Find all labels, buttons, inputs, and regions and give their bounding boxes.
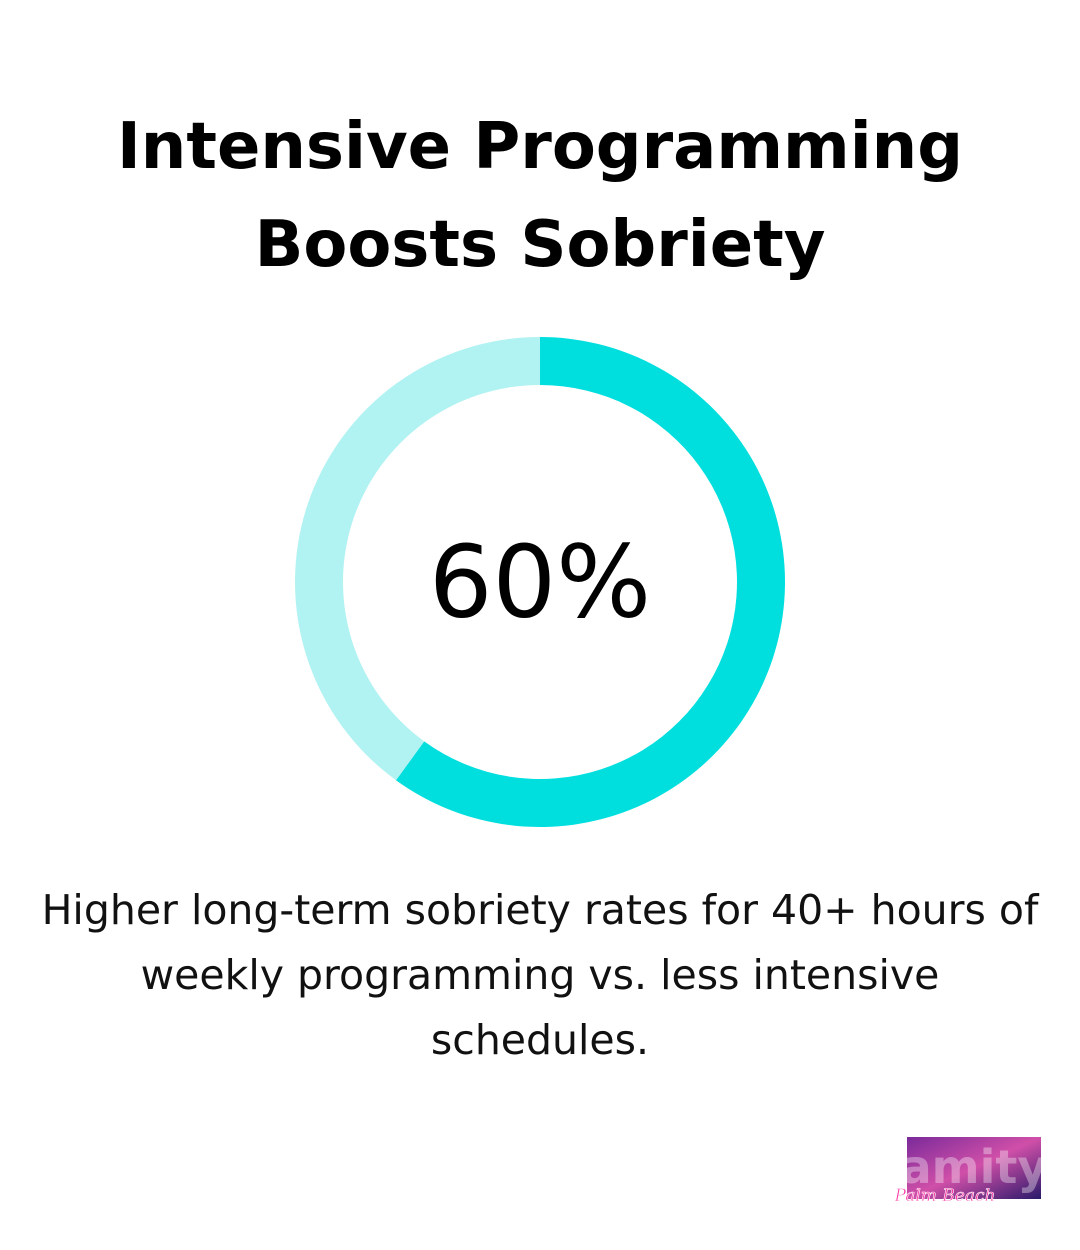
center-label: 60% [429,524,651,641]
chart-description: Higher long-term sobriety rates for 40+ … [41,886,1039,1064]
donut-chart: 60% [295,337,785,827]
svg-text:Palm Beach: Palm Beach [895,1186,995,1206]
svg-text:amity: amity [901,1140,1041,1194]
donut-slice-0 [395,337,785,827]
donut-slice-1 [295,337,540,781]
chart-title: Intensive Programming Boosts Sobriety [116,110,964,282]
amity-palm-beach-logo: amity Palm Beach [895,1137,1041,1206]
